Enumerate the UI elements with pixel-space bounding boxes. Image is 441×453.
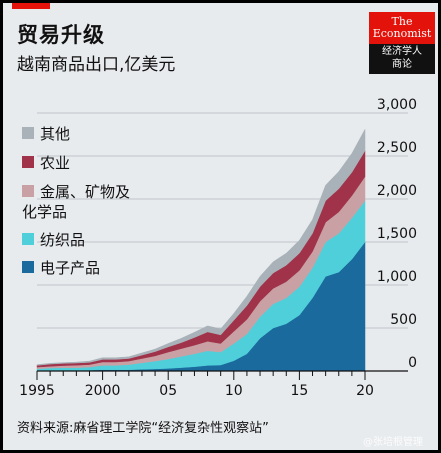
source-note: 资料来源:麻省理工学院“经济复杂性观察站” (17, 421, 269, 436)
x-tick-label: 05 (159, 383, 177, 399)
legend-label: 金属、矿物及 (40, 183, 130, 201)
logo-line-1: The (391, 15, 413, 28)
x-tick-label: 1995 (19, 383, 55, 399)
economist-logo: The Economist 经济学人 商论 (369, 12, 435, 74)
y-tick-label: 2,500 (377, 140, 417, 156)
x-tick-label: 2000 (85, 383, 121, 399)
logo-line-3: 经济学人 商论 (369, 44, 435, 74)
x-tick-label: 15 (290, 383, 308, 399)
x-tick-label: 20 (356, 383, 374, 399)
stacked-area-chart: 0 500 1,000 1,500 2,000 2,500 3,000 1995 2000 05 1… (19, 97, 417, 399)
series-area (36, 129, 366, 366)
y-tick-label: 500 (390, 312, 417, 328)
legend-label-continued: 化学品 (22, 203, 67, 221)
logo-line-3-text: 经济学人 (382, 46, 422, 57)
y-tick-label: 3,000 (377, 97, 417, 113)
legend-swatch (22, 127, 34, 139)
chart-title: 贸易升级 (17, 23, 105, 47)
logo-line-4-text: 商论 (392, 59, 412, 70)
legend-label: 农业 (40, 154, 70, 172)
legend-label: 纺织品 (40, 231, 85, 249)
legend-label: 电子产品 (40, 259, 100, 277)
x-tick-label: 10 (225, 383, 243, 399)
legend-label: 其他 (40, 125, 70, 143)
brand-red-bar (12, 3, 50, 9)
y-tick-label: 0 (408, 355, 417, 371)
y-tick-label: 1,500 (377, 226, 417, 242)
watermark: @张培根管理 (363, 437, 423, 448)
legend-swatch (22, 156, 34, 168)
chart-subtitle: 越南商品出口,亿美元 (17, 55, 176, 75)
y-tick-label: 2,000 (377, 183, 417, 199)
legend-swatch (22, 185, 34, 197)
y-tick-label: 1,000 (377, 269, 417, 285)
legend-swatch (22, 233, 34, 245)
logo-line-2: Economist (372, 27, 432, 40)
legend-swatch (22, 261, 34, 273)
